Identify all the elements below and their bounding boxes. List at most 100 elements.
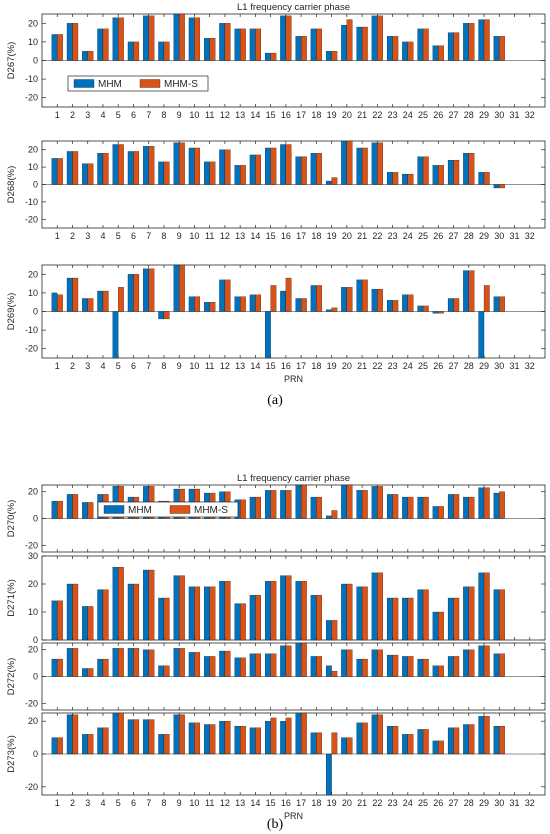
bar-mhm-s-prn-11	[209, 656, 216, 677]
bar-mhm-s-prn-26	[438, 665, 444, 677]
bar-mhm-prn-13	[234, 296, 241, 312]
bar-mhm-s-prn-19	[331, 510, 338, 519]
bar-mhm-prn-7	[143, 268, 149, 312]
bar-mhm-prn-28	[463, 496, 469, 519]
bar-mhm-s-prn-29	[483, 172, 490, 185]
x-tick-label: 6	[131, 361, 136, 371]
y-tick-label: 0	[33, 180, 38, 190]
chart-panel-4: -200201234567891011121314151617181920212…	[6, 473, 546, 565]
bar-mhm-s-prn-19	[331, 51, 338, 61]
bar-mhm-s-prn-8	[163, 41, 170, 61]
chart-panel-6: -200201234567891011121314151617181920212…	[6, 642, 546, 723]
bar-mhm-s-prn-30	[499, 296, 505, 312]
bar-mhm-s-prn-22	[377, 289, 383, 312]
bar-mhm-prn-26	[432, 45, 439, 61]
x-tick-label: 28	[464, 110, 474, 120]
bar-mhm-s-prn-6	[133, 583, 140, 641]
bar-mhm-prn-17	[295, 298, 302, 312]
bar-mhm-prn-2	[66, 714, 73, 755]
bar-mhm-prn-30	[493, 589, 500, 641]
bar-mhm-prn-26	[432, 165, 439, 185]
bar-mhm-s-prn-24	[407, 41, 414, 61]
x-tick-label: 8	[161, 361, 166, 371]
y-tick-label: -20	[25, 214, 38, 224]
x-tick-label: 14	[250, 361, 260, 371]
bar-mhm-prn-11	[204, 724, 210, 755]
bar-mhm-prn-23	[386, 725, 393, 755]
bar-mhm-s-prn-25	[422, 28, 429, 61]
x-tick-label: 29	[479, 798, 489, 808]
bar-mhm-s-prn-6	[133, 41, 140, 61]
x-tick-label: 1	[55, 110, 60, 120]
bar-mhm-s-prn-7	[148, 569, 155, 641]
bar-mhm-prn-27	[447, 597, 454, 641]
x-tick-label: 11	[205, 110, 214, 120]
bar-mhm-s-prn-27	[453, 298, 460, 312]
bar-mhm-s-prn-11	[209, 38, 216, 61]
bar-mhm-s-prn-24	[407, 173, 414, 185]
bar-mhm-s-prn-26	[438, 311, 444, 314]
bar-mhm-s-prn-11	[209, 724, 216, 755]
bar-mhm-s-prn-3	[87, 734, 94, 755]
bar-mhm-s-prn-29	[483, 285, 490, 312]
y-tick-label: 10	[28, 162, 38, 172]
bar-mhm-prn-17	[295, 156, 302, 185]
bar-mhm-s-prn-4	[102, 658, 109, 677]
legend-entry: MHM	[128, 505, 152, 516]
x-tick-label: 9	[177, 110, 182, 120]
legend-swatch	[103, 505, 125, 514]
bar-mhm-s-prn-9	[179, 714, 185, 755]
bar-mhm-s-prn-7	[148, 719, 155, 755]
bar-mhm-s-prn-11	[209, 161, 216, 185]
bar-mhm-prn-29	[478, 311, 485, 359]
bar-mhm-prn-25	[417, 729, 424, 755]
bar-mhm-s-prn-21	[361, 586, 368, 641]
bar-mhm-s-prn-15	[270, 52, 277, 61]
bar-mhm-s-prn-15	[270, 717, 277, 755]
chart-title: L1 frequency carrier phase	[237, 2, 350, 13]
bar-mhm-s-prn-16	[285, 144, 292, 185]
bar-mhm-prn-14	[249, 294, 256, 312]
bar-mhm-s-prn-14	[255, 595, 262, 641]
x-tick-label: 19	[327, 231, 337, 241]
bar-mhm-s-prn-24	[407, 294, 414, 312]
bar-mhm-s-prn-23	[392, 725, 399, 755]
y-tick-label: 20	[28, 716, 38, 726]
bar-mhm-s-prn-16	[285, 717, 292, 755]
y-tick-label: 0	[33, 749, 38, 759]
bar-mhm-prn-16	[280, 490, 287, 519]
bar-mhm-prn-1	[51, 737, 58, 755]
bar-mhm-prn-21	[356, 490, 363, 519]
x-tick-label: 7	[146, 110, 151, 120]
bar-mhm-prn-28	[463, 649, 469, 677]
x-tick-label: 9	[177, 231, 182, 241]
bar-mhm-prn-3	[82, 163, 88, 185]
bar-mhm-s-prn-15	[270, 653, 277, 677]
bar-mhm-s-prn-14	[255, 727, 262, 755]
bar-mhm-prn-10	[188, 586, 195, 641]
x-tick-label: 10	[189, 798, 199, 808]
bar-mhm-s-prn-20	[346, 649, 353, 677]
bar-mhm-prn-25	[417, 28, 424, 61]
bar-mhm-s-prn-22	[377, 572, 383, 641]
subfigure-label-a: (a)	[267, 393, 283, 408]
bar-mhm-s-prn-12	[224, 149, 231, 185]
bar-mhm-s-prn-22	[377, 649, 383, 677]
bar-mhm-s-prn-27	[453, 494, 460, 519]
bar-mhm-prn-5	[112, 17, 119, 61]
y-tick-label: -20	[25, 782, 38, 792]
bar-mhm-prn-26	[432, 611, 439, 641]
bar-mhm-prn-14	[249, 653, 256, 677]
bar-mhm-s-prn-21	[361, 279, 368, 312]
bar-mhm-s-prn-22	[377, 714, 383, 755]
x-tick-label: 23	[388, 361, 398, 371]
x-tick-label: 31	[510, 798, 520, 808]
bar-mhm-prn-9	[173, 648, 180, 677]
bar-mhm-s-prn-27	[453, 32, 460, 61]
bar-mhm-prn-14	[249, 154, 256, 185]
bar-mhm-prn-24	[402, 496, 408, 519]
bar-mhm-s-prn-5	[118, 712, 124, 755]
bar-mhm-s-prn-5	[118, 567, 124, 641]
